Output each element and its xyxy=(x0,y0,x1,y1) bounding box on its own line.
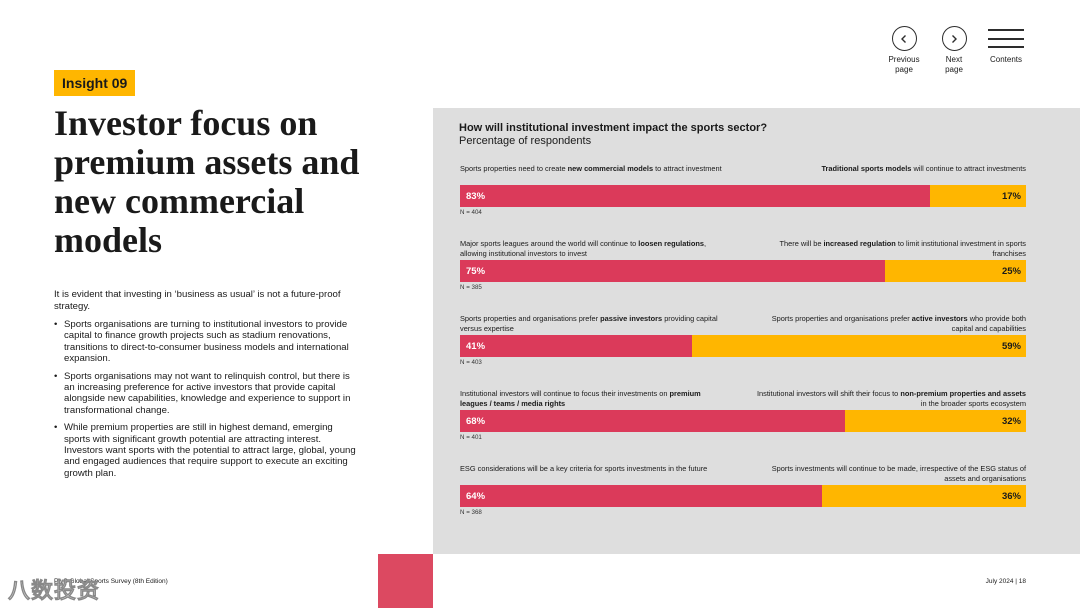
bar-segment-right: 59% xyxy=(692,335,1026,357)
stacked-bar: 41% 59% xyxy=(460,335,1026,357)
bar-segment-right: 36% xyxy=(822,485,1026,507)
right-statement-label: Institutional investors will shift their… xyxy=(756,389,1026,408)
row-labels: Sports properties need to create new com… xyxy=(460,164,1026,184)
left-statement-label: Major sports leagues around the world wi… xyxy=(460,239,707,258)
left-statement-label: ESG considerations will be a key criteri… xyxy=(460,464,708,473)
top-navigation: Previous page Next page Contents xyxy=(886,26,1026,74)
chevron-left-icon xyxy=(891,26,917,51)
watermark-logo: 八数投资 xyxy=(8,578,101,604)
sample-size-label: N = 368 xyxy=(460,509,482,516)
bar-segment-left: 83% xyxy=(460,185,930,207)
chart-row: Institutional investors will continue to… xyxy=(460,389,1026,441)
chevron-right-icon xyxy=(941,26,967,51)
next-page-label: Next page xyxy=(945,55,963,74)
bullet-item: Sports organisations may not want to rel… xyxy=(54,371,359,417)
page-title: Investor focus on premium assets and new… xyxy=(54,103,360,260)
chart-title: How will institutional investment impact… xyxy=(459,122,768,134)
row-labels: Major sports leagues around the world wi… xyxy=(460,239,1026,259)
sample-size-label: N = 401 xyxy=(460,434,482,441)
stacked-bar: 75% 25% xyxy=(460,260,1026,282)
contents-button[interactable]: Contents xyxy=(986,26,1026,65)
chart-row: Sports properties need to create new com… xyxy=(460,164,1026,216)
bar-segment-left: 68% xyxy=(460,410,845,432)
bar-segment-left: 64% xyxy=(460,485,823,507)
stacked-bar: 68% 32% xyxy=(460,410,1026,432)
next-page-button[interactable]: Next page xyxy=(936,26,972,74)
sample-size-label: N = 404 xyxy=(460,209,482,216)
chart-panel: How will institutional investment impact… xyxy=(433,108,1080,554)
bar-segment-left: 41% xyxy=(460,335,693,357)
left-statement-label: Sports properties and organisations pref… xyxy=(460,314,718,333)
menu-icon xyxy=(988,26,1024,51)
row-labels: ESG considerations will be a key criteri… xyxy=(460,464,1026,484)
bullet-item: While premium properties are still in hi… xyxy=(54,422,359,479)
footer-page-number: July 2024 | 18 xyxy=(985,578,1026,585)
bullet-list: Sports organisations are turning to inst… xyxy=(54,319,359,485)
bullet-item: Sports organisations are turning to inst… xyxy=(54,319,359,365)
bar-segment-right: 25% xyxy=(884,260,1026,282)
chart-row: Major sports leagues around the world wi… xyxy=(460,239,1026,291)
chart-subtitle: Percentage of respondents xyxy=(459,135,592,147)
bar-segment-right: 32% xyxy=(844,410,1026,432)
stacked-bar: 64% 36% xyxy=(460,485,1026,507)
contents-label: Contents xyxy=(989,55,1023,64)
chart-row: ESG considerations will be a key criteri… xyxy=(460,464,1026,516)
insight-badge: Insight 09 xyxy=(54,70,136,96)
bar-segment-right: 17% xyxy=(929,185,1026,207)
previous-page-label: Previous page xyxy=(888,55,920,74)
previous-page-button[interactable]: Previous page xyxy=(886,26,922,74)
row-labels: Institutional investors will continue to… xyxy=(460,389,1026,409)
sample-size-label: N = 385 xyxy=(460,284,482,291)
chart-row: Sports properties and organisations pref… xyxy=(460,314,1026,366)
intro-paragraph: It is evident that investing in ‘busines… xyxy=(54,289,341,312)
row-labels: Sports properties and organisations pref… xyxy=(460,314,1026,334)
footer-source: PwC Global Sports Survey (8th Edition) xyxy=(54,578,168,585)
stacked-bar: 83% 17% xyxy=(460,185,1026,207)
decorative-red-block xyxy=(378,554,433,608)
right-statement-label: There will be increased regulation to li… xyxy=(779,239,1026,258)
right-statement-label: Sports properties and organisations pref… xyxy=(771,314,1026,333)
right-statement-label: Traditional sports models will continue … xyxy=(821,164,1026,173)
sample-size-label: N = 403 xyxy=(460,359,482,366)
bar-segment-left: 75% xyxy=(460,260,885,282)
left-statement-label: Institutional investors will continue to… xyxy=(460,389,701,408)
left-statement-label: Sports properties need to create new com… xyxy=(460,164,722,173)
right-statement-label: Sports investments will continue to be m… xyxy=(771,464,1026,483)
